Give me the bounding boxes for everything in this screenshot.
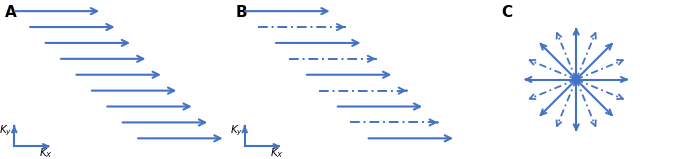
Text: C: C xyxy=(502,5,513,20)
Text: $K_X$: $K_X$ xyxy=(270,146,283,159)
Text: A: A xyxy=(5,5,17,20)
Text: $K_X$: $K_X$ xyxy=(39,146,53,159)
Text: B: B xyxy=(235,5,247,20)
Text: $K_y$: $K_y$ xyxy=(0,124,12,138)
Text: $K_y$: $K_y$ xyxy=(230,124,243,138)
